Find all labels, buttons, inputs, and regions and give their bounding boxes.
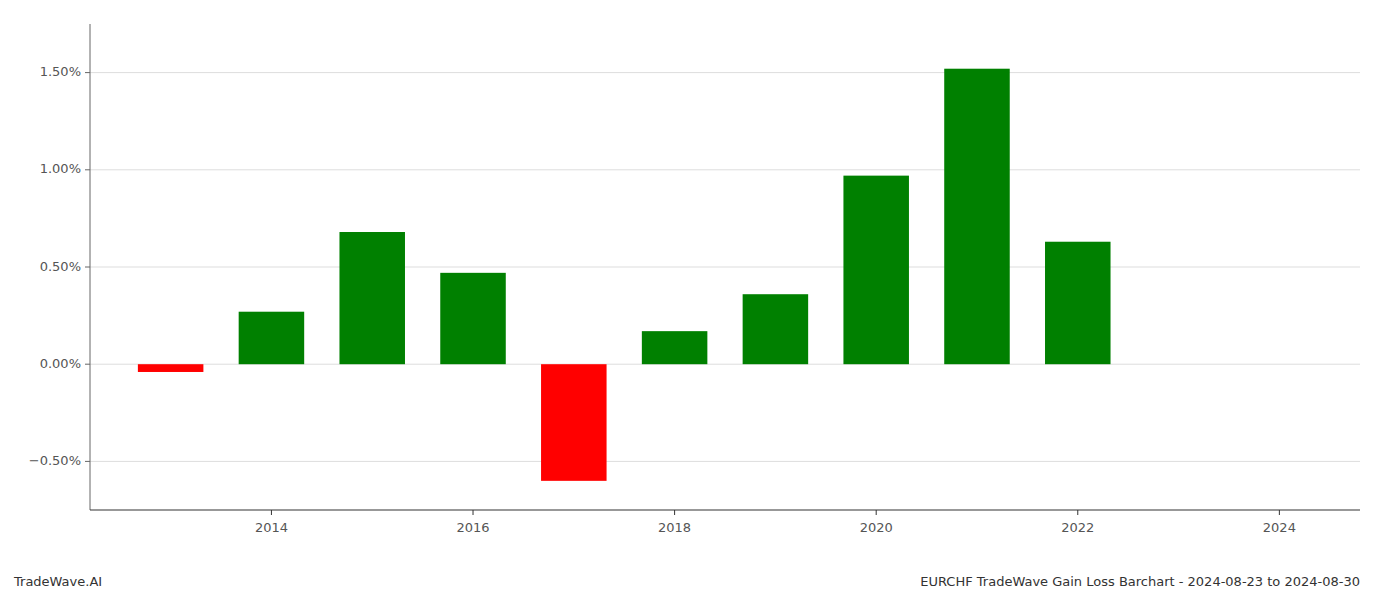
y-tick-label: −0.50% (29, 453, 81, 468)
y-tick-label: 0.00% (40, 356, 81, 371)
grid-line (90, 72, 1360, 73)
x-tick (271, 510, 272, 515)
x-tick (1279, 510, 1280, 515)
bar (440, 273, 506, 364)
y-tick-label: 1.50% (40, 64, 81, 79)
bar (541, 364, 607, 481)
bar (1045, 242, 1111, 364)
bar (743, 294, 809, 364)
x-tick (1077, 510, 1078, 515)
chart-svg: −0.50% 0.00% 0.50% 1.00% 1.50% 2014 2016 2018 20… (0, 0, 1400, 600)
y-axis-line (90, 24, 91, 510)
bar (642, 331, 708, 364)
x-axis-line (90, 509, 1360, 510)
x-tick (674, 510, 675, 515)
bar (944, 69, 1010, 364)
x-tick-label: 2016 (456, 520, 489, 535)
y-tick (85, 461, 90, 462)
bars (138, 69, 1111, 481)
x-tick (876, 510, 877, 515)
y-tick (85, 72, 90, 73)
bar (1146, 364, 1212, 365)
y-tick (85, 169, 90, 170)
footnote: TradeWave.AI (13, 574, 102, 589)
y-tick (85, 267, 90, 268)
bar (138, 364, 204, 372)
y-tick-label: 1.00% (40, 161, 81, 176)
grid-line (90, 461, 1360, 462)
y-tick (85, 364, 90, 365)
y-tick-label: 0.50% (40, 259, 81, 274)
x-tick-label: 2014 (255, 520, 288, 535)
x-tick-label: 2024 (1263, 520, 1296, 535)
chart-container: −0.50% 0.00% 0.50% 1.00% 1.50% 2014 2016 2018 20… (0, 0, 1400, 600)
grid (90, 73, 1360, 462)
x-tick-label: 2022 (1061, 520, 1094, 535)
grid-line (90, 267, 1360, 268)
bar (239, 312, 305, 364)
x-tick-label: 2020 (860, 520, 893, 535)
bar (339, 232, 405, 364)
grid-line (90, 169, 1360, 170)
axes: −0.50% 0.00% 0.50% 1.00% 1.50% 2014 2016 2018 20… (29, 24, 1360, 535)
bar (843, 176, 909, 365)
x-tick-label: 2018 (658, 520, 691, 535)
x-tick (473, 510, 474, 515)
title: EURCHF TradeWave Gain Loss Barchart - 20… (920, 574, 1360, 589)
